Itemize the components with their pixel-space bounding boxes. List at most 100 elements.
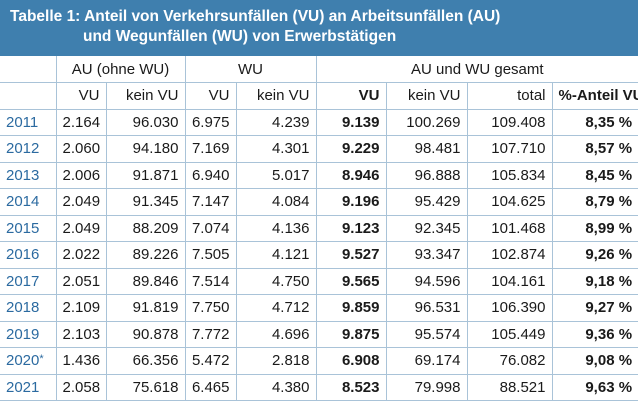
header-total-kein-vu: kein VU bbox=[385, 82, 468, 110]
value-cell: 4.136 bbox=[235, 214, 317, 242]
value-cell: 91.819 bbox=[105, 294, 186, 322]
value-cell: 88.521 bbox=[466, 373, 553, 401]
year-label: 2015 bbox=[6, 219, 40, 237]
value-cell: 105.449 bbox=[466, 320, 553, 348]
value-cell: 91.345 bbox=[105, 188, 186, 216]
value-cell: 4.696 bbox=[235, 320, 317, 348]
table-row: 2014 2.049 91.345 7.147 4.084 9.196 95.429 104.… bbox=[0, 188, 638, 216]
year-label: 2016 bbox=[6, 246, 40, 264]
year-cell: 2021 bbox=[0, 373, 57, 401]
value-cell: 5.472 bbox=[184, 347, 237, 375]
table-row: 2015 2.049 88.209 7.074 4.136 9.123 92.345 101.… bbox=[0, 214, 638, 242]
value-cell: 2.060 bbox=[55, 135, 107, 163]
table-row: 2012 2.060 94.180 7.169 4.301 9.229 98.481 107.… bbox=[0, 135, 638, 163]
value-cell: 8,45 % bbox=[551, 161, 638, 189]
year-cell: 2017 bbox=[0, 267, 57, 295]
year-cell: 2013 bbox=[0, 161, 57, 189]
header-sub-row: VU kein VU VU kein VU VU kein VU total %… bbox=[0, 82, 638, 110]
year-cell: 2020* bbox=[0, 347, 57, 375]
value-cell: 4.121 bbox=[235, 241, 317, 269]
value-cell: 7.750 bbox=[184, 294, 237, 322]
value-cell: 96.888 bbox=[385, 161, 468, 189]
value-cell: 76.082 bbox=[466, 347, 553, 375]
value-cell: 9,36 % bbox=[551, 320, 638, 348]
header-wu-kein-vu: kein VU bbox=[235, 82, 317, 110]
value-cell: 91.871 bbox=[105, 161, 186, 189]
table-row: 2020* 1.436 66.356 5.472 2.818 6.908 69.174 76.… bbox=[0, 347, 638, 375]
value-cell: 8.523 bbox=[315, 373, 387, 401]
value-cell: 2.164 bbox=[55, 109, 107, 136]
value-cell: 2.051 bbox=[55, 267, 107, 295]
value-cell: 96.531 bbox=[385, 294, 468, 322]
value-cell: 9.527 bbox=[315, 241, 387, 269]
value-cell: 109.408 bbox=[466, 109, 553, 136]
value-cell: 9.565 bbox=[315, 267, 387, 295]
year-label: 2013 bbox=[6, 166, 40, 184]
value-cell: 66.356 bbox=[105, 347, 186, 375]
year-label: 2019 bbox=[6, 325, 40, 343]
value-cell: 2.049 bbox=[55, 188, 107, 216]
value-cell: 4.750 bbox=[235, 267, 317, 295]
value-cell: 8,57 % bbox=[551, 135, 638, 163]
value-cell: 89.846 bbox=[105, 267, 186, 295]
value-cell: 104.161 bbox=[466, 267, 553, 295]
value-cell: 69.174 bbox=[385, 347, 468, 375]
value-cell: 104.625 bbox=[466, 188, 553, 216]
value-cell: 6.975 bbox=[184, 109, 237, 136]
header-total: total bbox=[466, 82, 553, 110]
year-label: 2018 bbox=[6, 299, 40, 317]
value-cell: 9.139 bbox=[315, 109, 387, 136]
value-cell: 101.468 bbox=[466, 214, 553, 242]
value-cell: 7.505 bbox=[184, 241, 237, 269]
value-cell: 106.390 bbox=[466, 294, 553, 322]
accident-table: AU (ohne WU) WU AU und WU gesamt VU kein… bbox=[0, 56, 638, 401]
table-title-line-1: Tabelle 1: Anteil von Verkehrsunfällen (… bbox=[10, 8, 501, 25]
value-cell: 98.481 bbox=[385, 135, 468, 163]
value-cell: 4.380 bbox=[235, 373, 317, 401]
table-body: 2011 2.164 96.030 6.975 4.239 9.139 100.269 109… bbox=[0, 109, 638, 401]
value-cell: 8.946 bbox=[315, 161, 387, 189]
value-cell: 9,18 % bbox=[551, 267, 638, 295]
value-cell: 9.196 bbox=[315, 188, 387, 216]
value-cell: 2.022 bbox=[55, 241, 107, 269]
table-row: 2017 2.051 89.846 7.514 4.750 9.565 94.596 104.… bbox=[0, 267, 638, 295]
value-cell: 2.109 bbox=[55, 294, 107, 322]
header-group-row: AU (ohne WU) WU AU und WU gesamt bbox=[0, 56, 638, 83]
value-cell: 100.269 bbox=[385, 109, 468, 136]
table-row: 2018 2.109 91.819 7.750 4.712 9.859 96.531 106.… bbox=[0, 294, 638, 322]
value-cell: 9.859 bbox=[315, 294, 387, 322]
table-row: 2011 2.164 96.030 6.975 4.239 9.139 100.269 109… bbox=[0, 109, 638, 136]
header-wu-vu: VU bbox=[184, 82, 237, 110]
header-group-total: AU und WU gesamt bbox=[315, 56, 638, 83]
year-cell: 2016 bbox=[0, 241, 57, 269]
year-label: 2017 bbox=[6, 272, 40, 290]
value-cell: 7.169 bbox=[184, 135, 237, 163]
value-cell: 79.998 bbox=[385, 373, 468, 401]
value-cell: 96.030 bbox=[105, 109, 186, 136]
value-cell: 2.049 bbox=[55, 214, 107, 242]
value-cell: 90.878 bbox=[105, 320, 186, 348]
header-corner-cell bbox=[0, 56, 57, 83]
value-cell: 9.229 bbox=[315, 135, 387, 163]
header-year-cell bbox=[0, 82, 57, 110]
value-cell: 2.058 bbox=[55, 373, 107, 401]
table-row: 2021 2.058 75.618 6.465 4.380 8.523 79.998 88.5… bbox=[0, 373, 638, 401]
value-cell: 9,27 % bbox=[551, 294, 638, 322]
year-cell: 2014 bbox=[0, 188, 57, 216]
table-title: Tabelle 1: Anteil von Verkehrsunfällen (… bbox=[0, 0, 638, 56]
value-cell: 7.514 bbox=[184, 267, 237, 295]
value-cell: 88.209 bbox=[105, 214, 186, 242]
value-cell: 9.875 bbox=[315, 320, 387, 348]
header-percent-vu: %-Anteil VU bbox=[551, 82, 638, 110]
value-cell: 5.017 bbox=[235, 161, 317, 189]
value-cell: 2.103 bbox=[55, 320, 107, 348]
value-cell: 7.074 bbox=[184, 214, 237, 242]
header-au-vu: VU bbox=[55, 82, 107, 110]
value-cell: 6.465 bbox=[184, 373, 237, 401]
header-group-wu: WU bbox=[184, 56, 317, 83]
value-cell: 95.574 bbox=[385, 320, 468, 348]
value-cell: 6.940 bbox=[184, 161, 237, 189]
value-cell: 9,26 % bbox=[551, 241, 638, 269]
footnote-mark: * bbox=[39, 353, 44, 366]
